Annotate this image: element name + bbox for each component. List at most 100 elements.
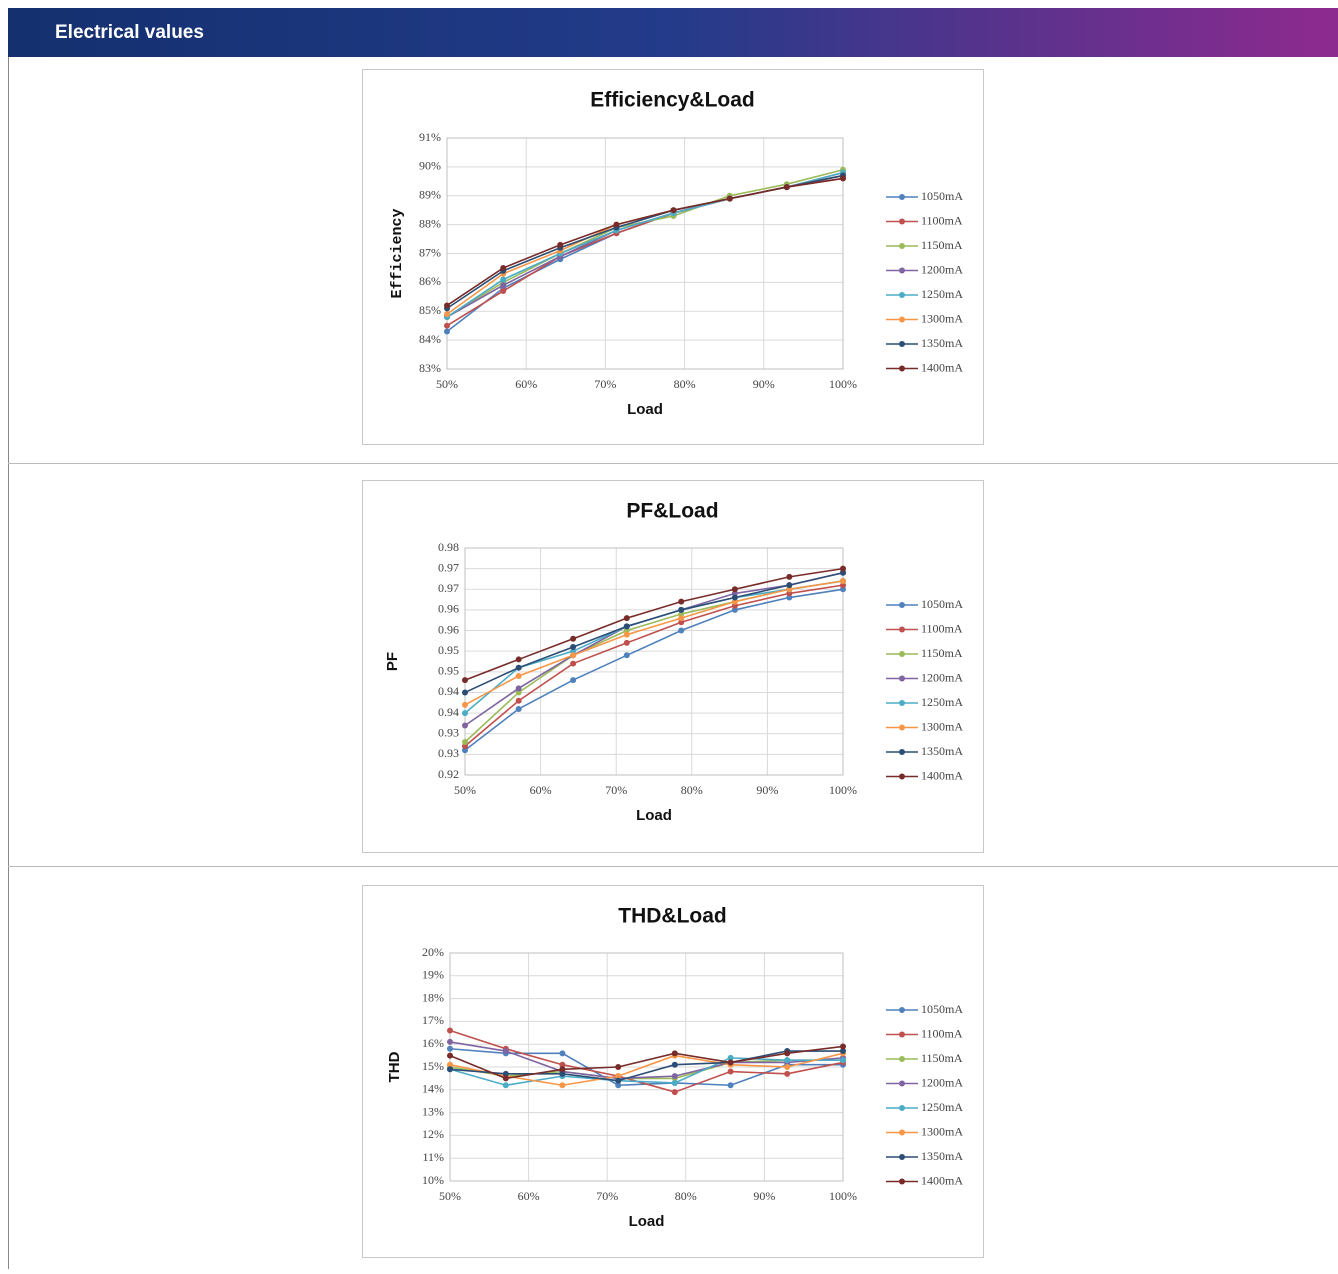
legend-label: 1350mA xyxy=(921,1149,963,1163)
x-tick-label: 70% xyxy=(605,783,627,797)
y-tick-label: 10% xyxy=(422,1173,444,1187)
legend-label: 1250mA xyxy=(921,695,963,709)
y-tick-label: 0.93 xyxy=(438,746,459,760)
legend-marker xyxy=(899,773,905,780)
data-point xyxy=(840,565,846,572)
data-point xyxy=(570,660,577,667)
y-tick-label: 13% xyxy=(422,1104,444,1118)
data-point xyxy=(462,747,468,754)
legend-label: 1400mA xyxy=(921,360,963,374)
data-point xyxy=(784,1057,791,1064)
y-tick-label: 19% xyxy=(422,968,444,982)
data-point xyxy=(727,1054,734,1061)
data-point xyxy=(502,1048,509,1055)
y-tick-label: 91% xyxy=(419,130,441,144)
data-point xyxy=(727,1068,734,1075)
data-point xyxy=(726,195,733,202)
data-point xyxy=(678,619,685,626)
x-tick-label: 60% xyxy=(530,783,552,797)
data-point xyxy=(500,288,507,295)
y-tick-label: 0.94 xyxy=(438,705,459,719)
data-point xyxy=(670,207,677,214)
data-point xyxy=(615,1082,622,1089)
data-point xyxy=(731,590,738,597)
y-tick-label: 0.96 xyxy=(438,602,459,616)
data-point xyxy=(623,631,630,638)
data-point xyxy=(784,1064,791,1070)
x-tick-label: 80% xyxy=(681,783,703,797)
x-tick-label: 50% xyxy=(454,783,476,797)
data-point xyxy=(623,615,630,622)
data-point xyxy=(783,184,790,191)
data-point xyxy=(784,1050,791,1057)
data-point xyxy=(447,1045,453,1052)
chart-frame xyxy=(362,885,984,1258)
x-tick-label: 80% xyxy=(674,377,696,391)
legend-marker xyxy=(899,724,905,731)
data-point xyxy=(559,1070,566,1077)
legend-marker xyxy=(899,626,905,633)
data-point xyxy=(515,685,522,692)
y-tick-label: 11% xyxy=(422,1150,444,1164)
legend-label: 1150mA xyxy=(921,646,963,660)
legend-label: 1350mA xyxy=(921,744,963,758)
legend-label: 1100mA xyxy=(921,621,963,635)
legend-label: 1100mA xyxy=(921,213,963,227)
data-point xyxy=(840,569,846,576)
y-tick-label: 0.97 xyxy=(438,581,459,595)
data-point xyxy=(515,656,522,663)
data-point xyxy=(570,644,577,651)
header-title: Electrical values xyxy=(55,22,204,43)
data-point xyxy=(623,639,630,646)
legend-label: 1300mA xyxy=(921,311,963,325)
data-point xyxy=(615,1064,622,1070)
data-point xyxy=(786,586,793,593)
data-point xyxy=(447,1027,453,1034)
legend-marker xyxy=(899,316,905,323)
data-point xyxy=(671,1050,678,1057)
data-point xyxy=(671,1061,678,1068)
y-tick-label: 87% xyxy=(419,245,441,259)
x-tick-label: 90% xyxy=(756,783,778,797)
y-tick-label: 0.94 xyxy=(438,684,459,698)
legend-marker xyxy=(899,194,905,200)
data-point xyxy=(462,677,468,684)
legend-marker xyxy=(899,700,905,706)
y-tick-label: 18% xyxy=(422,990,444,1004)
data-point xyxy=(613,221,620,228)
data-point xyxy=(731,602,738,609)
y-tick-label: 16% xyxy=(422,1036,444,1050)
data-point xyxy=(840,1048,846,1055)
x-tick-label: 60% xyxy=(518,1189,540,1203)
data-point xyxy=(671,1089,678,1096)
legend-label: 1100mA xyxy=(921,1026,963,1040)
series-line xyxy=(464,567,844,681)
data-point xyxy=(444,302,450,309)
legend-marker xyxy=(899,1154,905,1160)
data-point xyxy=(502,1075,509,1082)
x-tick-label: 90% xyxy=(753,1189,775,1203)
data-point xyxy=(786,582,793,589)
legend-marker xyxy=(899,1105,905,1111)
y-tick-label: 17% xyxy=(422,1013,444,1027)
legend-label: 1400mA xyxy=(921,1173,963,1187)
legend-marker xyxy=(899,1080,905,1087)
legend-label: 1250mA xyxy=(921,1100,963,1114)
legend-marker xyxy=(899,1007,905,1013)
data-point xyxy=(462,689,468,696)
data-point xyxy=(462,722,468,729)
x-axis-label: Load xyxy=(636,807,672,824)
legend-label: 1300mA xyxy=(921,1124,963,1138)
legend-label: 1250mA xyxy=(921,287,963,301)
y-tick-label: 12% xyxy=(422,1127,444,1141)
legend-marker xyxy=(899,675,905,682)
data-point xyxy=(559,1061,566,1068)
y-tick-label: 0.92 xyxy=(438,767,459,781)
legend-marker xyxy=(899,218,905,225)
legend-marker xyxy=(899,602,905,608)
header-bar xyxy=(8,8,1338,57)
data-point xyxy=(671,1073,678,1080)
y-tick-label: 89% xyxy=(419,188,441,202)
